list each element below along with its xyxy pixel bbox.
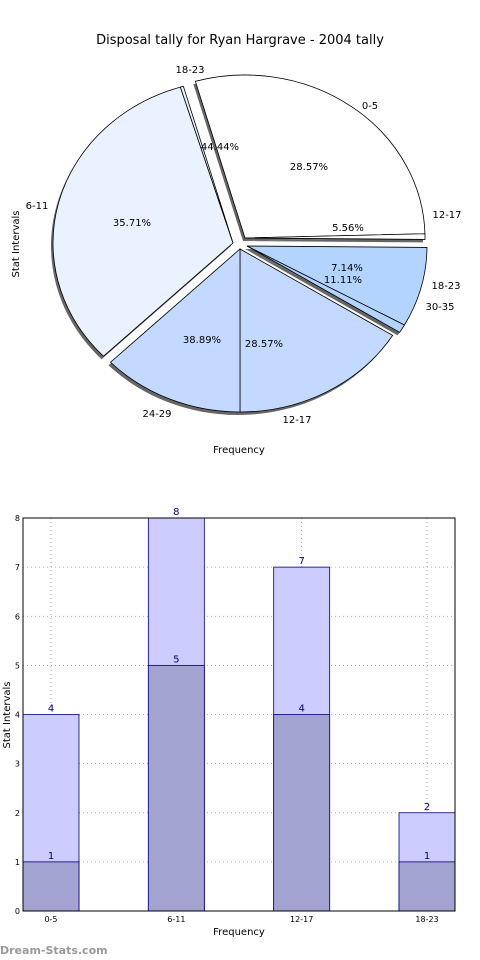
pie-slice [179,85,234,244]
pie-slice-percent-label: 11.11% [324,275,362,286]
bar-gridlines [23,517,455,912]
pie-slice-category-label: 24-29 [142,409,171,420]
pie-y-axis-label: Stat Intervals [11,210,22,277]
pie-slice-percent-label: 5.56% [332,223,364,234]
pie-slice-category-label: 30-35 [425,302,454,313]
bar-value-label: 1 [424,851,430,862]
bar [147,664,205,912]
pie-slice-category-label: 18-23 [431,281,460,292]
pie-percent-labels: 28.57% 5.56% 7.14%11.11% 28.57% 38.89% 35.71%… [113,142,364,350]
bar [398,861,456,912]
bar [22,861,80,912]
bar-x-tick-label: 12-17 [290,915,313,924]
pie-slice-percent-label: 35.71% [113,218,151,229]
bar-x-tick-labels: 0-5 6-11 12-17 18-23 [44,915,438,924]
pie-slices [52,74,428,413]
bar-series [22,517,456,912]
pie-slice-percent-label: 28.57% [245,339,283,350]
bar-value-label: 4 [48,704,54,715]
pie-slice-percent-label: 28.57% [290,162,328,173]
pie-slice-shadow [245,249,403,336]
pie-slice-percent-label: 44.44% [201,142,239,153]
bar-y-tick-labels: 0 1 2 3 4 5 6 7 8 [15,514,20,916]
pie-slice [194,74,426,239]
pie-slice-category-label: 18-23 [175,65,204,76]
bar-y-tick-label: 3 [15,760,20,769]
bar-value-label: 7 [298,556,304,567]
bar-y-tick-label: 6 [15,612,20,621]
pie-slice-category-label: 6-11 [26,201,49,212]
pie-slice-category-label: 12-17 [432,210,461,221]
bar-value-label: 8 [173,507,179,518]
bar-y-tick-label: 4 [15,711,20,720]
bar-plot-frame [22,517,456,912]
bar-x-tick-label: 6-11 [167,915,185,924]
bar-x-axis-label: Frequency [213,927,265,938]
bar-value-label: 2 [424,802,430,813]
pie-slice [109,248,241,413]
bar-y-tick-label: 0 [15,907,20,916]
pie-title: Disposal tally for Ryan Hargrave - 2004 … [96,33,384,48]
pie-slice-category-label: 0-5 [362,101,378,112]
bar-value-label: 5 [173,654,179,665]
bar-y-tick-label: 1 [15,858,20,867]
pie-slice-percent-label: 38.89% [183,335,221,346]
pie-slice [246,245,405,333]
pie-slice [246,245,428,326]
pie-slice-category-label: 12-17 [282,415,311,426]
bar-value-labels: 4 8 7 2 1 5 4 1 [48,507,430,862]
bar-value-label: 4 [298,704,304,715]
bar-y-tick-label: 8 [15,514,20,523]
bar [273,714,331,912]
bar-y-tick-label: 7 [15,563,20,572]
bar-x-tick-label: 18-23 [415,915,438,924]
bar-x-tick-label: 0-5 [44,915,57,924]
bar-value-label: 1 [48,851,54,862]
bar-y-tick-label: 5 [15,661,20,670]
pie-slice-percent-label: 7.14% [331,263,363,274]
pie-slice [244,233,426,240]
pie-x-axis-label: Frequency [213,445,265,456]
bar-y-axis-label: Stat Intervals [2,681,13,748]
pie-slice [239,248,394,413]
watermark: Dream-Stats.com [0,944,108,957]
pie-category-labels: 0-5 12-17 18-23 30-35 12-17 24-29 6-11 18-23 [26,65,462,426]
pie-slice [52,86,234,357]
bar-y-tick-label: 2 [15,809,20,818]
